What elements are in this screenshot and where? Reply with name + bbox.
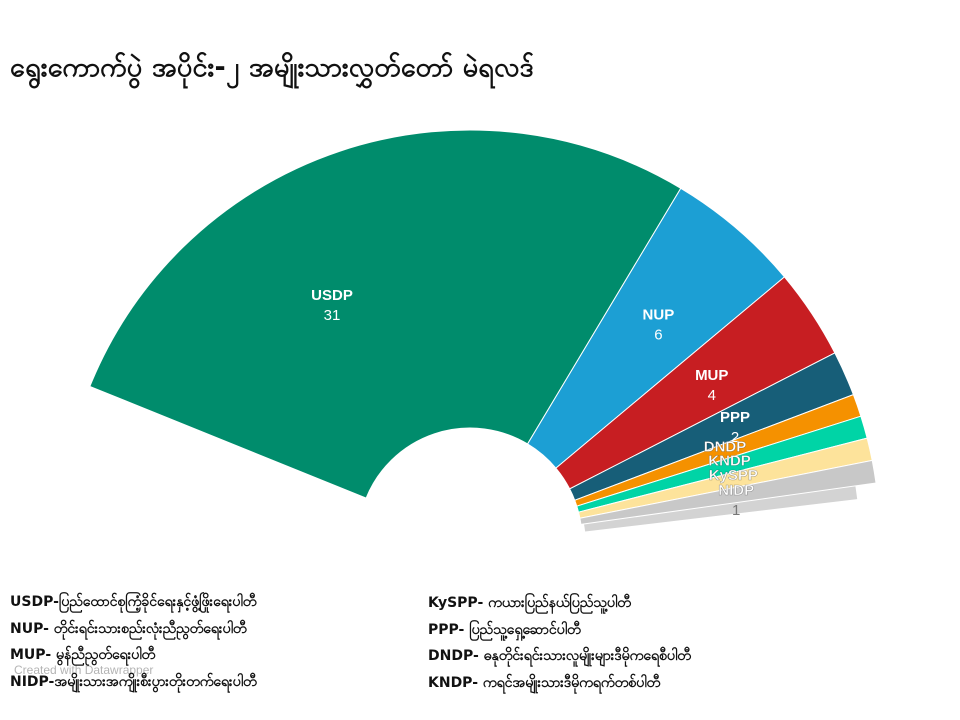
legend-item-usdp: USDP-ပြည်ထောင်စုကြံ့ခိုင်ရေးနှင့်ဖွံ့ဖြိ… <box>10 594 257 610</box>
slice-label-nup: NUP <box>643 307 675 324</box>
legend-item-dndp: DNDP- ဓနုတိုင်းရင်းသားလူမျိုးများဒီမိုကရ… <box>428 648 691 664</box>
chart-title: ရွေးကောက်ပွဲ အပိုင်း-၂ အမျိုးသားလွှတ်တော… <box>10 52 534 83</box>
legend-item-mup: MUP- မွန်ညီညွတ်ရေးပါတီ <box>10 647 156 663</box>
slice-label-nidp: NIDP <box>718 482 754 499</box>
legend-right: KySPP- ကယားပြည်နယ်ပြည်သူ့ပါတီ PPP- ပြည်သ… <box>428 593 691 699</box>
slice-layer <box>89 129 877 525</box>
slice-value-ppp: 2 <box>731 429 739 446</box>
slice-label-kndp: KNDP <box>708 453 751 470</box>
slice-value-nidp: 1 <box>732 502 740 519</box>
legend-left: USDP-ပြည်ထောင်စုကြံ့ခိုင်ရေးနှင့်ဖွံ့ဖြိ… <box>10 592 257 698</box>
legend-item-kndp: KNDP- ကရင်အမျိုးသားဒီမိုကရက်တစ်ပါတီ <box>428 674 661 691</box>
slice-nidp <box>579 459 877 525</box>
slice-label-mup: MUP <box>695 367 728 384</box>
slice-value-nup: 6 <box>654 327 662 344</box>
legend-item-ppp: PPP- ပြည်သူ့ရှေ့ဆောင်ပါတီ <box>428 621 581 638</box>
slice-value-usdp: 31 <box>324 307 341 324</box>
slice-label-usdp: USDP <box>311 287 353 304</box>
legend-item-nup: NUP- တိုင်းရင်းသားစည်းလုံးညီညွတ်ရေးပါတီ <box>10 620 247 637</box>
slice-label-kyspp: KySPP <box>709 467 758 484</box>
legend-item-kyspp: KySPP- ကယားပြည်နယ်ပြည်သူ့ပါတီ <box>428 595 631 611</box>
credit-text: Created with Datawrapper <box>14 663 154 677</box>
slice-label-dndp: DNDP <box>704 438 747 455</box>
slice-label-ppp: PPP <box>720 409 750 426</box>
legend-item-nidp: NIDP-အမျိုးသားအကျိုးစီးပွားတိုးတက်ရေးပါတ… <box>10 673 257 690</box>
slice-usdp <box>89 129 682 499</box>
slice-value-mup: 4 <box>708 387 716 404</box>
